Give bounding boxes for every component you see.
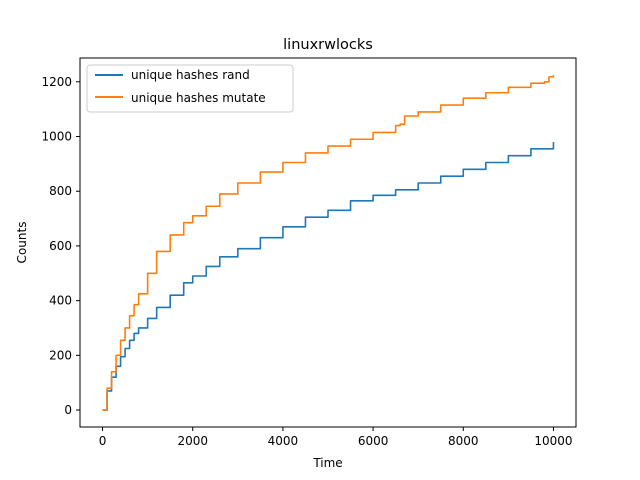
y-tick-label: 600 <box>49 239 72 253</box>
legend-label-rand: unique hashes rand <box>131 68 250 82</box>
x-tick-label: 2000 <box>177 434 208 448</box>
x-tick-label: 0 <box>99 434 107 448</box>
y-tick-label: 400 <box>49 294 72 308</box>
y-tick-label: 0 <box>64 403 72 417</box>
y-axis-label: Counts <box>15 222 29 264</box>
legend: unique hashes rand unique hashes mutate <box>86 64 294 113</box>
chart-title: linuxrwlocks <box>283 37 373 53</box>
y-tick-label: 200 <box>49 348 72 362</box>
x-tick-label: 6000 <box>358 434 389 448</box>
y-tick-label: 1000 <box>41 130 72 144</box>
x-axis-label: Time <box>312 456 342 470</box>
y-tick-label: 800 <box>49 184 72 198</box>
series-line-0 <box>102 141 555 411</box>
x-tick-label: 4000 <box>268 434 299 448</box>
plot-area <box>102 74 555 411</box>
plot-frame <box>79 57 577 428</box>
y-axis: 0 200 400 600 800 1000 1200 <box>41 75 80 417</box>
x-tick-label: 10000 <box>534 434 572 448</box>
y-tick-label: 1200 <box>41 75 72 89</box>
series-line-1 <box>102 74 555 411</box>
x-axis: 0 2000 4000 6000 8000 10000 <box>99 427 573 448</box>
legend-label-mutate: unique hashes mutate <box>131 91 266 105</box>
x-tick-label: 8000 <box>448 434 479 448</box>
legend-box <box>86 64 294 113</box>
